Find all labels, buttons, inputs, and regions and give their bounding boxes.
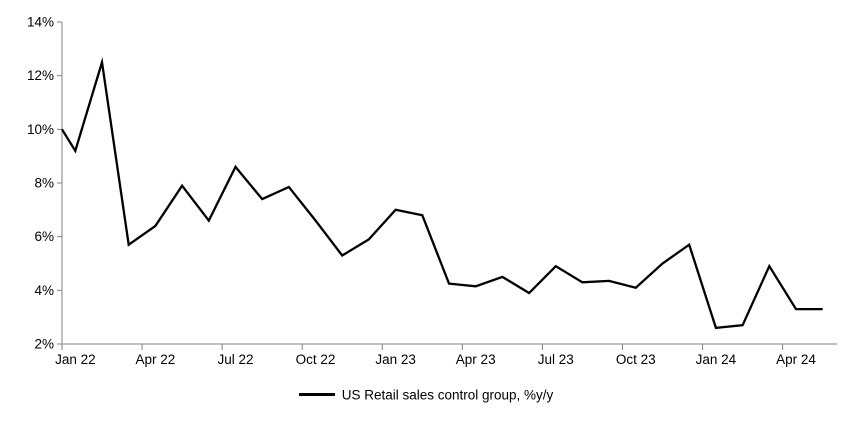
x-tick-label: Jul 22 bbox=[217, 352, 253, 367]
line-chart-svg: 2% 4% 6% 8% 10% 12% 14% Jan 22 Apr 22 Jul 22 Oct 2… bbox=[27, 15, 837, 367]
y-tick-label: 10% bbox=[27, 122, 54, 137]
y-tick-label: 4% bbox=[34, 283, 54, 298]
x-tick-label: Oct 23 bbox=[616, 352, 656, 367]
chart-legend: US Retail sales control group, %y/y bbox=[0, 386, 852, 404]
series-line-retail-sales bbox=[61, 57, 823, 330]
legend-label: US Retail sales control group, %y/y bbox=[341, 387, 554, 403]
x-tick-label: Jul 23 bbox=[538, 352, 574, 367]
y-tick-label: 14% bbox=[27, 15, 54, 30]
x-tick-label: Apr 22 bbox=[136, 352, 176, 367]
x-tick-label: Jan 24 bbox=[696, 352, 737, 367]
x-tick-label: Oct 22 bbox=[296, 352, 336, 367]
x-tick-label: Apr 23 bbox=[456, 352, 496, 367]
x-tick-label: Apr 24 bbox=[776, 352, 816, 367]
y-tick-label: 2% bbox=[34, 337, 54, 352]
x-tick-label: Jan 22 bbox=[55, 352, 96, 367]
y-tick-label: 12% bbox=[27, 68, 54, 83]
x-tick-label: Jan 23 bbox=[375, 352, 416, 367]
legend-line-swatch bbox=[298, 393, 335, 396]
y-tick-label: 6% bbox=[34, 229, 54, 244]
y-tick-label: 8% bbox=[34, 176, 54, 191]
